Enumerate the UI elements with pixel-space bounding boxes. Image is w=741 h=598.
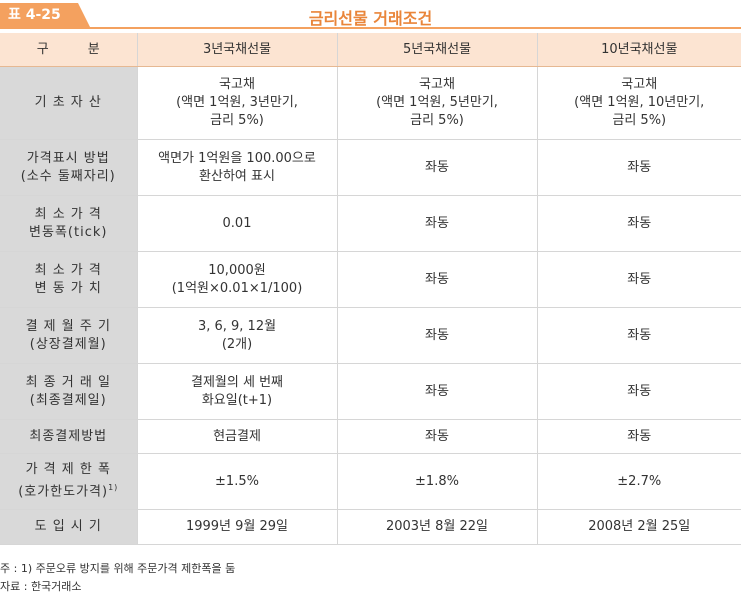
table-cell: 좌동 — [337, 307, 538, 364]
table-cell: ±2.7% — [537, 453, 741, 510]
table-row: 기 초 자 산 국고채 (액면 1억원, 3년만기, 금리 5%) 국고채 (액… — [0, 66, 741, 140]
table-row: 가격표시 방법 (소수 둘째자리) 액면가 1억원을 100.00으로 환산하여… — [0, 139, 741, 196]
row-label: 결 제 월 주 기 (상장결제월) — [0, 307, 138, 364]
table-row: 도 입 시 기 1999년 9월 29일 2003년 8월 22일 2008년 … — [0, 509, 741, 545]
table-cell: 1999년 9월 29일 — [137, 509, 338, 545]
table-cell: 0.01 — [137, 195, 338, 252]
table-cell: 국고채 (액면 1억원, 10년만기, 금리 5%) — [537, 66, 741, 140]
row-label: 최 종 거 래 일 (최종결제일) — [0, 363, 138, 420]
row-label: 최종결제방법 — [0, 419, 138, 454]
header-rule — [0, 27, 741, 29]
table-cell: 현금결제 — [137, 419, 338, 454]
row-label: 가 격 제 한 폭 (호가한도가격) — [18, 462, 111, 500]
table-cell: 좌동 — [337, 363, 538, 420]
table-cell: 좌동 — [337, 139, 538, 196]
table-cell: 좌동 — [537, 251, 741, 308]
row-label: 최 소 가 격 변동폭(tick) — [0, 195, 138, 252]
column-header: 10년국채선물 — [537, 33, 741, 67]
row-label: 도 입 시 기 — [0, 509, 138, 545]
table-cell: 좌동 — [337, 419, 538, 454]
table-cell: 좌동 — [537, 307, 741, 364]
row-label-cell: 가 격 제 한 폭 (호가한도가격)1) — [0, 453, 138, 510]
table-cell: 좌동 — [337, 251, 538, 308]
column-header: 구 분 — [0, 33, 138, 67]
table-row: 최 소 가 격 변 동 가 치 10,000원 (1억원×0.01×1/100)… — [0, 251, 741, 308]
table-row: 최 종 거 래 일 (최종결제일) 결제월의 세 번째 화요일(t+1) 좌동 … — [0, 363, 741, 420]
futures-conditions-table: 구 분 3년국채선물 5년국채선물 10년국채선물 기 초 자 산 국고채 (액… — [0, 33, 741, 545]
row-label: 기 초 자 산 — [0, 66, 138, 140]
table-cell: 국고채 (액면 1억원, 3년만기, 금리 5%) — [137, 66, 338, 140]
table-header-row: 구 분 3년국채선물 5년국채선물 10년국채선물 — [0, 33, 741, 67]
row-label: 최 소 가 격 변 동 가 치 — [0, 251, 138, 308]
table-row: 가 격 제 한 폭 (호가한도가격)1) ±1.5% ±1.8% ±2.7% — [0, 453, 741, 510]
table-cell: 좌동 — [537, 363, 741, 420]
table-cell: 좌동 — [537, 195, 741, 252]
table-number-tag: 표 4-25 — [0, 3, 90, 27]
table-row: 최 소 가 격 변동폭(tick) 0.01 좌동 좌동 — [0, 195, 741, 252]
table-row: 최종결제방법 현금결제 좌동 좌동 — [0, 419, 741, 454]
table-cell: 결제월의 세 번째 화요일(t+1) — [137, 363, 338, 420]
table-number: 표 4-25 — [8, 7, 61, 23]
source-note: 자료 : 한국거래소 — [0, 580, 82, 593]
table-title: 금리선물 거래조건 — [308, 9, 433, 28]
column-header: 3년국채선물 — [137, 33, 338, 67]
table-cell: ±1.8% — [337, 453, 538, 510]
table-row: 결 제 월 주 기 (상장결제월) 3, 6, 9, 12월 (2개) 좌동 좌… — [0, 307, 741, 364]
row-label: 가격표시 방법 (소수 둘째자리) — [0, 139, 138, 196]
table-cell: ±1.5% — [137, 453, 338, 510]
table-cell: 좌동 — [337, 195, 538, 252]
footnote: 주 : 1) 주문오류 방지를 위해 주문가격 제한폭을 둠 — [0, 562, 236, 575]
column-header: 5년국채선물 — [337, 33, 538, 67]
table-cell: 10,000원 (1억원×0.01×1/100) — [137, 251, 338, 308]
table-cell: 국고채 (액면 1억원, 5년만기, 금리 5%) — [337, 66, 538, 140]
table-cell: 액면가 1억원을 100.00으로 환산하여 표시 — [137, 139, 338, 196]
footnote-marker: 1) — [108, 483, 119, 493]
table-cell: 3, 6, 9, 12월 (2개) — [137, 307, 338, 364]
table-cell: 2008년 2월 25일 — [537, 509, 741, 545]
table-cell: 좌동 — [537, 419, 741, 454]
table-cell: 2003년 8월 22일 — [337, 509, 538, 545]
table-cell: 좌동 — [537, 139, 741, 196]
